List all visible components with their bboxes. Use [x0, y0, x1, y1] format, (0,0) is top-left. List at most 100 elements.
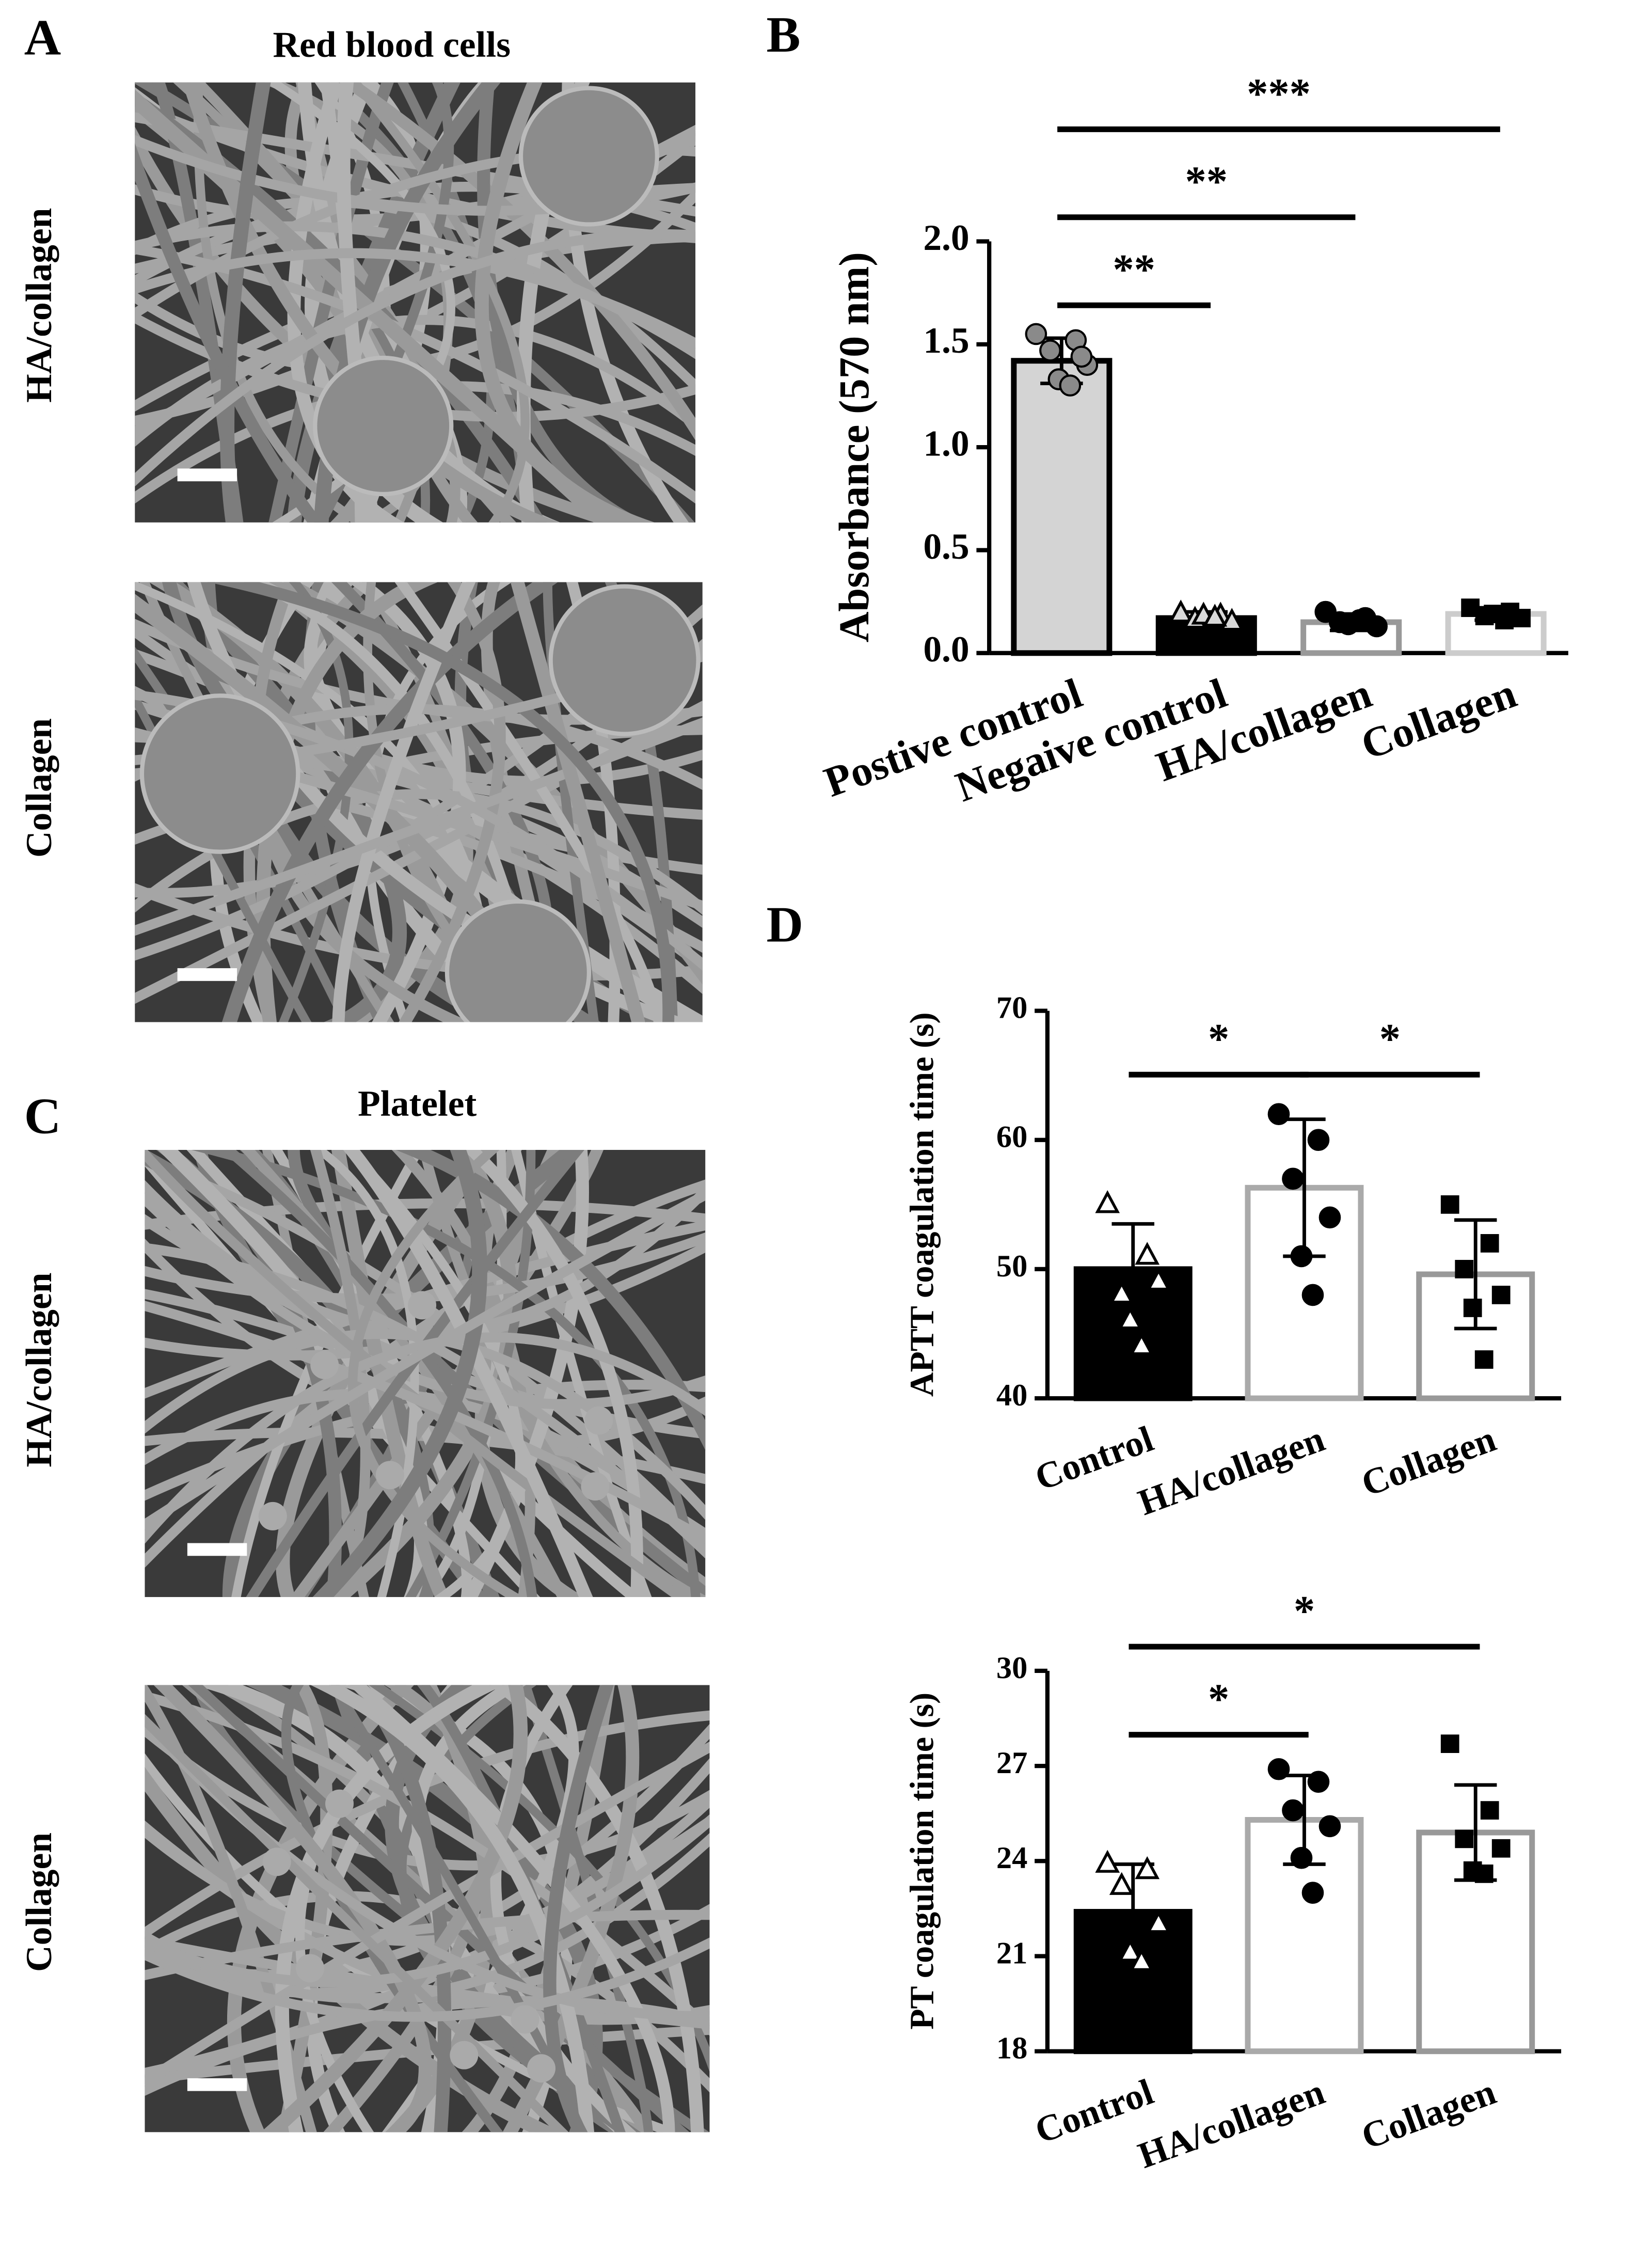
- cell: [548, 584, 701, 736]
- platelet: [584, 1406, 613, 1435]
- data-point: [1282, 1167, 1304, 1190]
- data-point: [1512, 609, 1531, 627]
- row-label: Collagen: [19, 1833, 59, 1972]
- x-tick-label: HA/collagen: [1133, 2071, 1330, 2176]
- row-label: HA/collagen: [19, 208, 59, 403]
- platelet: [296, 1954, 325, 1983]
- cell: [313, 355, 454, 497]
- data-point: [1463, 1299, 1482, 1317]
- y-tick-label: 1.0: [923, 423, 969, 464]
- fiber: [145, 1149, 689, 1597]
- fiber: [145, 1301, 706, 1544]
- platelet: [408, 1291, 437, 1320]
- fiber: [135, 143, 324, 523]
- significance-label: **: [1113, 246, 1155, 293]
- fiber: [135, 717, 703, 936]
- data-point: [1474, 1864, 1494, 1883]
- panel-title: Red blood cells: [273, 24, 511, 65]
- cell: [518, 86, 659, 227]
- fiber: [145, 1741, 710, 2087]
- data-point: [1491, 1839, 1511, 1858]
- micrographs: [135, 82, 710, 2133]
- scale-bar: [177, 468, 237, 482]
- data-point: [1495, 611, 1514, 629]
- fiber: [145, 1329, 706, 1520]
- y-tick-label: 50: [996, 1249, 1027, 1284]
- data-point: [1109, 1281, 1134, 1304]
- fiber: [246, 1149, 585, 1597]
- y-tick-label: 40: [996, 1378, 1027, 1413]
- data-point: [1202, 604, 1228, 627]
- y-tick-label: 0.0: [923, 629, 969, 670]
- data-point: [1319, 1206, 1341, 1229]
- significance-label: *: [1208, 1676, 1229, 1723]
- data-point: [1455, 1829, 1474, 1849]
- data-point: [1070, 345, 1093, 368]
- fiber: [145, 1189, 706, 1530]
- data-point: [1095, 1190, 1120, 1213]
- fiber: [135, 625, 703, 786]
- row-label: Collagen: [19, 718, 59, 858]
- x-tick-label: HA/collagen: [1133, 1418, 1330, 1523]
- platelet: [450, 2041, 479, 2070]
- scale-bar: [187, 2078, 247, 2091]
- x-tick-label: Collagen: [1356, 1418, 1501, 1505]
- data-point: [1129, 1948, 1154, 1971]
- significance-label: *: [1208, 1016, 1229, 1063]
- fiber: [220, 1149, 537, 1597]
- fiber: [135, 229, 696, 487]
- fiber: [241, 1149, 569, 1597]
- data-point: [1129, 1332, 1154, 1355]
- y-tick-label: 1.5: [923, 320, 969, 361]
- panel-title: Platelet: [358, 1083, 476, 1124]
- micrograph: [145, 1685, 710, 2133]
- x-tick-label: Collagen: [1356, 2071, 1501, 2157]
- data-point: [1301, 1882, 1324, 1904]
- data-point: [1025, 323, 1047, 345]
- row-label: HA/collagen: [19, 1273, 59, 1467]
- cell: [444, 899, 591, 1022]
- y-axis-label: Absorbance (570 nm): [831, 252, 878, 642]
- y-tick-label: 2.0: [923, 217, 969, 258]
- data-point: [1491, 1286, 1511, 1304]
- data-point: [1118, 1938, 1143, 1962]
- y-axis-label: PT coagulation time (s): [903, 1693, 941, 2030]
- bar: [1011, 358, 1113, 656]
- fiber: [135, 244, 696, 504]
- significance-label: *: [1294, 1588, 1315, 1635]
- data-point: [1440, 1195, 1459, 1214]
- platelet: [511, 2005, 539, 2034]
- y-tick-label: 30: [996, 1651, 1027, 1685]
- data-point: [1219, 608, 1245, 631]
- platelet: [375, 1461, 404, 1490]
- fiber: [145, 1814, 710, 1987]
- fiber: [312, 1149, 487, 1597]
- fiber: [135, 688, 312, 1022]
- fiber: [310, 1685, 594, 2133]
- platelet: [310, 1350, 339, 1379]
- data-point: [1348, 609, 1371, 631]
- platelet: [527, 2054, 556, 2083]
- fiber: [191, 1149, 701, 1597]
- platelet: [325, 1789, 354, 1818]
- fiber: [275, 1685, 505, 2133]
- micrograph: [135, 82, 696, 523]
- data-point: [1095, 1850, 1120, 1873]
- data-point: [1307, 1771, 1330, 1793]
- panel-label: A: [24, 9, 61, 66]
- data-point: [1480, 1801, 1499, 1820]
- y-tick-label: 70: [996, 990, 1027, 1025]
- fiber: [510, 582, 645, 1022]
- fiber: [395, 1149, 706, 1450]
- fiber: [145, 1332, 706, 1544]
- fiber: [338, 82, 696, 440]
- panel-label: D: [767, 897, 803, 953]
- data-point: [1267, 1103, 1290, 1126]
- y-tick-label: 0.5: [923, 526, 969, 567]
- micrograph: [145, 1149, 706, 1597]
- data-point: [1168, 599, 1194, 623]
- fiber: [145, 1713, 569, 2133]
- fiber: [313, 82, 501, 523]
